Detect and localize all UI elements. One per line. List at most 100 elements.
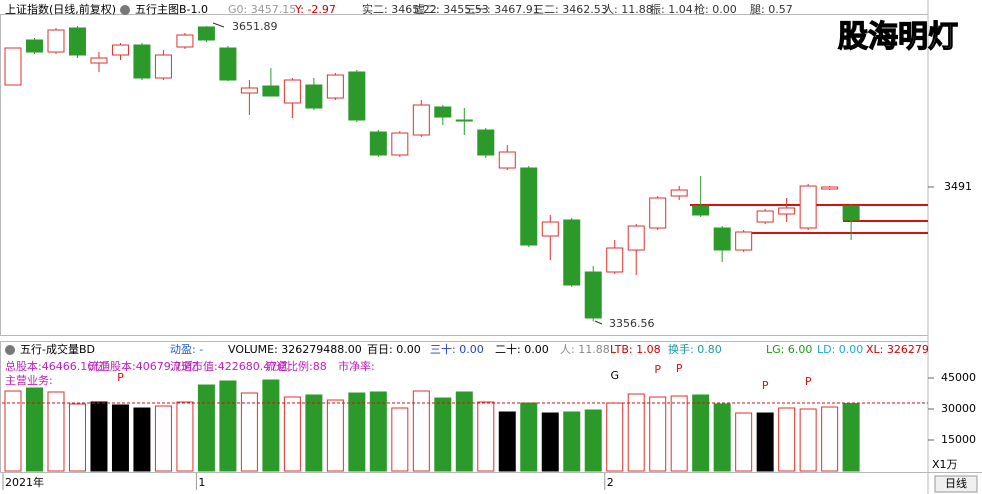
candle-body [692,205,710,216]
price-annotation: 3651.89 [232,20,278,33]
candle-body [735,231,753,251]
volume-bar [68,403,86,472]
menu-icon[interactable] [5,345,15,355]
volume-bar [111,404,129,472]
candle-body [821,186,839,190]
volume-bar [4,390,22,472]
volume-bar [821,406,839,472]
candle-body [326,74,344,99]
period-button[interactable] [934,475,978,493]
candle-body [197,26,215,41]
info-text: 流通比例:88 [265,359,327,373]
header-item: 三一: 3467.91 [465,3,540,16]
volume-bar [713,403,731,472]
candle-body [283,79,301,104]
header-item: 腿: 0.57 [750,3,793,16]
volume-bar [326,399,344,472]
info-text: 流通股本:40679.75亿 [88,359,199,373]
candle-body [154,54,172,79]
info-text: 流通市值:422680.47亿 [170,359,288,373]
header-item: 百日: 0.00 [367,343,421,356]
candle-body [606,247,624,273]
candle-body [778,207,796,215]
header-item: 五行-成交量BD [20,342,95,356]
volume-bar [412,390,430,472]
candle-body [412,104,430,136]
volume-bar [649,396,667,472]
candle-body [498,151,516,169]
candle-body [649,197,667,229]
x-tick-label: 2 [607,476,614,489]
volume-bar [670,395,688,472]
menu-icon[interactable] [120,5,130,15]
volume-bar [197,384,215,472]
volume-bar [842,403,860,472]
candle-body [520,167,538,246]
volume-bar [778,407,796,472]
volume-bar [584,409,602,472]
y-tick-label: 15000 [941,433,976,446]
candle-body [584,271,602,319]
y-tick-label: 3491 [944,180,972,193]
signal-label: G [610,369,619,382]
volume-bar [47,391,65,472]
candle-body [219,47,237,81]
watermark: 股海明灯 [838,20,958,55]
candle-body [455,119,473,122]
signal-label: P [117,371,124,384]
candle-body [391,132,409,156]
candle-body [713,227,731,251]
signal-label: P [805,375,812,388]
period-label: 日线 [945,476,967,490]
info-text: 总股本:46466.16亿 [5,359,105,373]
volume-bar [477,401,495,472]
header-item: VOLUME: 326279488.00 [228,343,362,356]
header-item: 三二: 3462.53 [533,3,608,16]
volume-bar [133,407,151,472]
volume-bar [756,412,774,472]
volume-bar [283,396,301,472]
candle-body [434,106,452,118]
volume-bar [154,405,172,472]
signal-label: P [676,362,683,375]
header-item: Y: -2.97 [294,3,336,16]
header-item: G0: 3457.15 [228,3,296,16]
header-item: LTB: 1.08 [610,343,661,356]
candle-body [563,219,581,286]
volume-bar [799,408,817,472]
header-item: 换手: 0.80 [668,342,722,356]
candle-body [627,225,645,251]
candle-body [477,129,495,156]
x-tick-label: 1 [198,476,205,489]
header-item: 人: 11.88 [560,343,610,356]
volume-bar [434,397,452,472]
candle-body [68,27,86,56]
candle-body [133,44,151,79]
volume-bar [262,379,280,472]
volume-bar [305,394,323,472]
header-item: 动盈: - [170,343,203,356]
volume-bar [176,401,194,472]
info-text: 主营业务: [5,373,53,387]
volume-bar [348,392,366,472]
candle-body [240,87,258,94]
volume-bar [219,380,237,472]
annotation-arrow [594,320,603,325]
candle-body [111,44,129,56]
volume-bar [563,411,581,472]
candle-body [842,205,860,221]
header-item: 三十: 0.00 [430,342,484,356]
candle-body [176,34,194,48]
volume-bar [541,412,559,472]
candle-body [25,39,43,53]
y-tick-label: 45000 [941,371,976,384]
header-item: 五行主图B-1.0 [135,3,208,16]
header-item: 二十: 0.00 [495,342,549,356]
header-item: LG: 6.00 [766,343,812,356]
candle-body [305,84,323,109]
header-item: 人: 11.88 [603,3,653,16]
candle-body [47,29,65,53]
signal-label: P [654,363,661,376]
header-item: 枪: 0.00 [694,2,737,16]
